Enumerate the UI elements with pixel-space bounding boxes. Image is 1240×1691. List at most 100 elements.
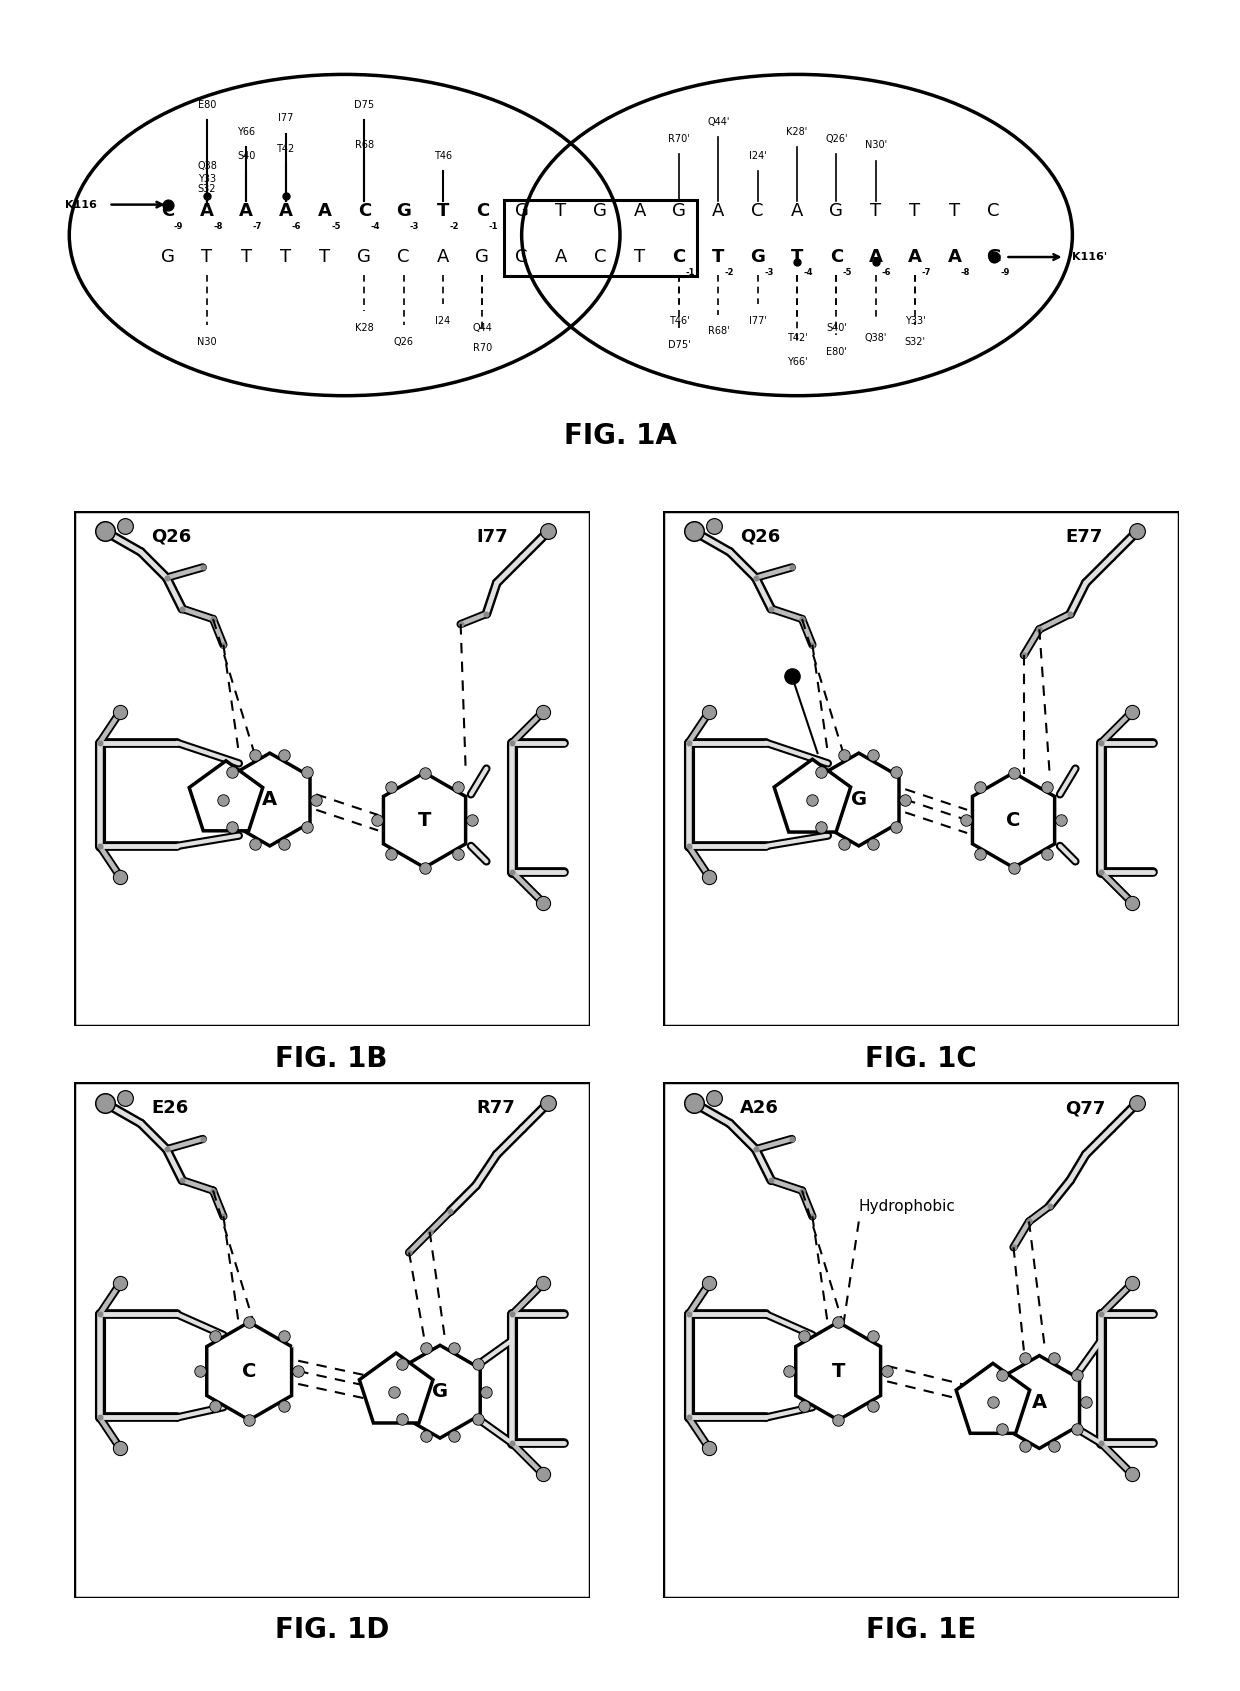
Text: A: A [554,249,567,265]
Point [983,1388,1003,1415]
Text: Y66': Y66' [786,357,807,367]
Polygon shape [818,752,899,846]
Text: G: G [432,1382,448,1402]
Point [467,1351,487,1378]
Text: A: A [947,249,961,265]
Point [1052,807,1071,834]
Point [110,864,130,891]
Text: I24': I24' [749,150,766,161]
Bar [503,200,697,276]
Point [1060,600,1080,627]
Text: C: C [830,249,843,265]
Point [110,698,130,725]
Point [745,565,765,592]
Point [828,1407,848,1434]
Point [414,759,434,786]
Point [239,1309,259,1336]
Text: T42': T42' [786,333,807,343]
Point [476,1378,496,1405]
Text: T: T [909,203,920,220]
Text: T: T [201,249,212,265]
Point [110,1436,130,1463]
Point [467,1405,487,1432]
Text: FIG. 1B: FIG. 1B [275,1045,388,1072]
Text: A: A [869,249,883,265]
Text: A: A [279,203,293,220]
Point [89,1300,109,1327]
Text: -7: -7 [253,222,262,232]
Point [172,595,192,622]
Point [110,1270,130,1297]
Point [467,1405,487,1432]
Text: I77: I77 [278,113,294,123]
Text: R68': R68' [708,326,729,337]
Text: R70: R70 [472,343,492,353]
Text: -5: -5 [331,222,341,232]
Point [115,1084,135,1111]
Text: C: C [672,249,686,265]
Text: Q77: Q77 [1065,1099,1105,1118]
Point [239,1407,259,1434]
Point [110,1436,130,1463]
Point [476,600,496,627]
Text: C: C [987,203,999,220]
Point [794,1322,813,1349]
Point [1029,616,1049,643]
Point [274,830,294,857]
Text: -6: -6 [882,267,892,277]
Point [156,1136,176,1163]
Point [448,773,467,800]
Point [110,1436,130,1463]
Text: A: A [712,203,724,220]
Text: R68: R68 [355,140,374,150]
Point [835,830,854,857]
Point [887,813,906,840]
Text: T: T [832,1361,844,1380]
Point [895,786,915,813]
Point [1122,1270,1142,1297]
Text: Y33': Y33' [905,316,925,326]
Text: R70': R70' [668,134,689,144]
Point [502,729,522,756]
Text: G: G [515,203,528,220]
Polygon shape [229,752,310,846]
Point [298,813,317,840]
Point [414,854,434,881]
Point [992,1415,1012,1442]
Point [246,830,265,857]
Point [1039,1192,1059,1219]
Point [802,786,822,813]
Point [463,807,482,834]
Text: T: T [436,203,449,220]
Point [983,1388,1003,1415]
Text: A: A [239,203,253,220]
Point [205,1322,224,1349]
Point [222,759,242,786]
Point [970,773,990,800]
Point [1091,729,1111,756]
Point [205,1322,224,1349]
Point [448,773,467,800]
Point [533,889,553,917]
Point [1044,1432,1064,1459]
Point [533,698,553,725]
Point [811,759,831,786]
Point [992,1361,1012,1388]
Point [367,807,387,834]
Text: K28: K28 [355,323,373,333]
Text: Q38: Q38 [197,161,217,171]
Point [699,1436,719,1463]
Point [866,249,885,276]
Text: C: C [242,1361,257,1380]
Point [699,864,719,891]
Point [383,1378,403,1405]
Text: FIG. 1E: FIG. 1E [866,1617,976,1644]
Text: Hydrophobic: Hydrophobic [859,1199,956,1214]
Text: Q26: Q26 [393,337,414,347]
Point [1122,889,1142,917]
Text: C: C [476,203,489,220]
Text: -2: -2 [449,222,459,232]
Text: T: T [280,249,291,265]
Text: A: A [200,203,213,220]
Text: E77: E77 [1065,528,1102,546]
